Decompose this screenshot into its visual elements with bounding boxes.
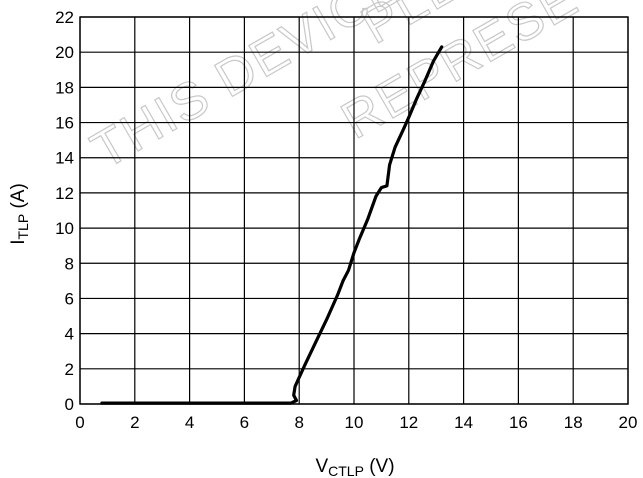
x-tick-label: 16 <box>509 413 528 432</box>
x-tick-label: 8 <box>294 413 303 432</box>
y-tick-label: 22 <box>55 8 74 27</box>
y-tick-label: 8 <box>65 254 74 273</box>
grid <box>79 16 629 405</box>
tick-labels: 0 2 4 6 8 10 12 14 16 18 20 0 2 4 6 8 10 12 14 16 18 20 22 <box>55 8 637 432</box>
y-axis-label-main: I <box>8 240 29 245</box>
x-tick-label: 4 <box>185 413 194 432</box>
y-axis-label: ITLP (A) <box>8 183 31 245</box>
x-tick-label: 2 <box>130 413 139 432</box>
series <box>100 45 444 405</box>
y-tick-label: 2 <box>65 360 74 379</box>
x-tick-label: 14 <box>454 413 473 432</box>
x-tick-label: 0 <box>75 413 84 432</box>
y-tick-label: 0 <box>65 395 74 414</box>
x-tick-label: 20 <box>619 413 638 432</box>
y-tick-label: 18 <box>55 78 74 97</box>
x-tick-label: 6 <box>240 413 249 432</box>
y-tick-label: 6 <box>65 289 74 308</box>
y-tick-label: 20 <box>55 43 74 62</box>
plot-frame <box>79 16 629 405</box>
y-tick-label: 12 <box>55 184 74 203</box>
y-tick-label: 4 <box>65 325 74 344</box>
x-tick-label: 10 <box>345 413 364 432</box>
series-line <box>100 45 444 405</box>
x-tick-label: 18 <box>564 413 583 432</box>
y-tick-label: 10 <box>55 219 74 238</box>
x-axis-label-unit: (V) <box>364 456 395 477</box>
x-axis-label: VCTLP (V) <box>315 456 394 478</box>
y-tick-label: 16 <box>55 114 74 133</box>
y-axis-label-sub: TLP <box>15 214 31 240</box>
x-axis-label-sub: CTLP <box>328 463 364 478</box>
watermark: THIS DEVICE PLE REPRESE <box>81 0 589 181</box>
y-tick-label: 14 <box>55 149 74 168</box>
y-axis-label-unit: (A) <box>8 183 29 214</box>
x-axis-label-main: V <box>315 456 328 477</box>
x-tick-label: 12 <box>399 413 418 432</box>
